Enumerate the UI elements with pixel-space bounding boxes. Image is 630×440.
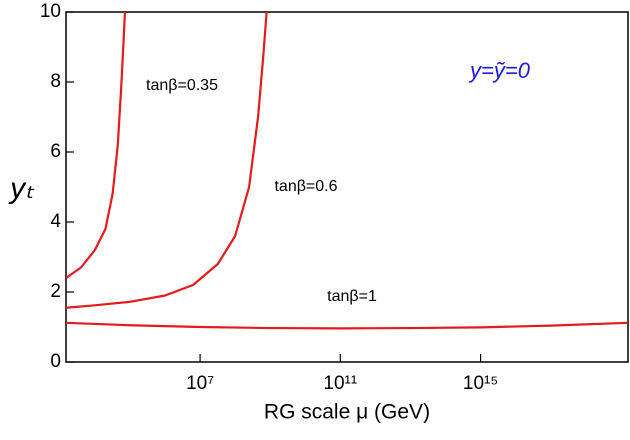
y-tick-label: 6 [50, 141, 61, 162]
x-tick-label: 10¹¹ [323, 373, 357, 394]
annotation: y=ỹ=0 [468, 58, 531, 83]
y-axis-label: yₜ [8, 172, 35, 205]
y-tick-label: 10 [40, 1, 61, 22]
y-tick-label: 8 [50, 71, 61, 92]
annotation: tanβ=1 [327, 288, 377, 305]
y-tick-label: 0 [50, 351, 61, 372]
annotation: tanβ=0.6 [274, 178, 337, 195]
y-tick-label: 2 [50, 281, 61, 302]
annotation: tanβ=0.35 [146, 77, 218, 94]
x-tick-label: 10⁷ [186, 373, 214, 394]
x-tick-label: 10¹⁵ [463, 373, 498, 394]
line-series [65, 321, 629, 330]
y-tick-label: 4 [50, 211, 61, 232]
plot-frame [65, 11, 629, 363]
x-axis-label: RG scale μ (GeV) [264, 401, 430, 424]
line-series [65, 11, 268, 309]
line-series [65, 11, 127, 279]
